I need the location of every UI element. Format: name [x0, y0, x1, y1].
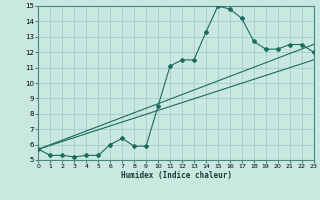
X-axis label: Humidex (Indice chaleur): Humidex (Indice chaleur): [121, 171, 231, 180]
